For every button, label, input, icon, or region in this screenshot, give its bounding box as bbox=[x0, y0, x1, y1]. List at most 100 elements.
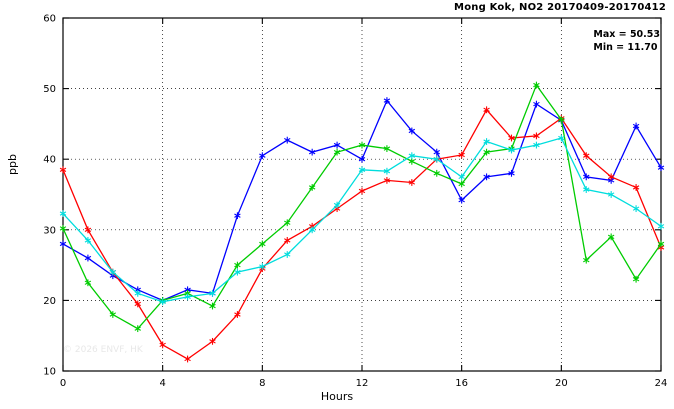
data-point-marker bbox=[607, 233, 615, 241]
data-point-marker bbox=[84, 279, 92, 287]
data-point-marker bbox=[159, 341, 166, 349]
data-point-marker bbox=[308, 184, 316, 191]
data-point-marker bbox=[657, 164, 665, 172]
y-axis-tick-label: 10 bbox=[43, 367, 56, 378]
data-point-marker bbox=[209, 302, 216, 310]
data-point-marker bbox=[333, 148, 341, 156]
data-point-marker bbox=[458, 180, 465, 188]
data-point-marker bbox=[583, 152, 590, 160]
data-point-marker bbox=[632, 205, 640, 213]
data-point-marker bbox=[134, 325, 141, 333]
data-point-marker bbox=[234, 261, 241, 269]
data-point-marker bbox=[632, 184, 640, 191]
data-point-marker bbox=[84, 236, 92, 244]
data-point-marker bbox=[308, 226, 316, 234]
data-point-marker bbox=[109, 311, 117, 318]
x-axis-label: Hours bbox=[320, 390, 354, 403]
data-point-marker bbox=[383, 176, 391, 184]
data-point-marker bbox=[383, 97, 391, 105]
data-point-marker bbox=[209, 337, 216, 345]
data-point-marker bbox=[159, 298, 166, 306]
data-point-marker bbox=[84, 226, 92, 234]
x-axis-tick-label: 0 bbox=[60, 378, 66, 389]
x-axis-tick-label: 8 bbox=[259, 378, 265, 389]
y-axis-tick-label: 50 bbox=[43, 84, 56, 95]
min-value-label: Min = 11.70 bbox=[593, 42, 658, 53]
y-axis-tick-label: 60 bbox=[43, 14, 56, 25]
data-point-marker bbox=[408, 152, 416, 160]
data-point-marker bbox=[483, 173, 490, 181]
data-point-marker bbox=[284, 236, 291, 244]
x-axis-tick-label: 24 bbox=[655, 378, 668, 389]
data-point-marker bbox=[358, 187, 366, 195]
data-point-marker bbox=[383, 145, 391, 153]
data-point-marker bbox=[508, 146, 515, 154]
data-point-marker bbox=[607, 191, 615, 198]
data-point-marker bbox=[284, 136, 291, 144]
data-point-marker bbox=[259, 263, 266, 270]
data-point-marker bbox=[59, 240, 67, 248]
data-point-marker bbox=[583, 256, 590, 264]
data-point-marker bbox=[458, 151, 465, 159]
data-point-marker bbox=[583, 186, 590, 193]
data-point-marker bbox=[284, 219, 291, 227]
data-point-marker bbox=[583, 173, 590, 181]
data-point-marker bbox=[433, 148, 440, 156]
data-point-marker bbox=[84, 254, 92, 262]
data-point-marker bbox=[259, 240, 266, 248]
data-point-marker bbox=[657, 222, 665, 230]
data-point-marker bbox=[134, 300, 141, 308]
data-point-marker bbox=[632, 122, 640, 130]
minmax-annotation: Max = 50.53 Min = 11.70 bbox=[593, 28, 660, 54]
data-point-marker bbox=[533, 100, 540, 108]
data-point-marker bbox=[483, 148, 490, 156]
data-point-marker bbox=[533, 81, 540, 89]
data-point-marker bbox=[408, 127, 416, 135]
data-point-marker bbox=[308, 148, 316, 156]
y-axis-tick-label: 20 bbox=[43, 296, 56, 307]
data-point-marker bbox=[508, 169, 515, 177]
data-point-marker bbox=[358, 166, 366, 174]
data-point-marker bbox=[433, 169, 440, 177]
data-point-marker bbox=[533, 141, 540, 149]
data-point-marker bbox=[59, 224, 67, 232]
y-axis-tick-label: 30 bbox=[43, 225, 56, 236]
y-axis-tick-label: 40 bbox=[43, 155, 56, 166]
data-point-marker bbox=[607, 173, 615, 181]
data-point-marker bbox=[508, 134, 515, 142]
data-point-marker bbox=[333, 141, 341, 149]
data-point-marker bbox=[483, 106, 490, 114]
data-point-marker bbox=[284, 251, 291, 258]
watermark-text: © 2026 ENVF, HK bbox=[63, 345, 143, 355]
data-point-marker bbox=[184, 293, 191, 301]
data-point-marker bbox=[59, 210, 67, 217]
data-point-marker bbox=[533, 132, 540, 140]
data-point-marker bbox=[234, 268, 241, 276]
data-point-marker bbox=[358, 141, 366, 149]
data-point-marker bbox=[259, 152, 266, 160]
chart-title: Mong Kok, NO2 20170409-20170412 bbox=[454, 2, 666, 13]
data-point-marker bbox=[383, 167, 391, 175]
data-point-marker bbox=[109, 268, 117, 276]
x-axis-tick-label: 16 bbox=[455, 378, 468, 389]
data-point-marker bbox=[234, 311, 241, 318]
data-point-marker bbox=[458, 173, 465, 181]
data-point-marker bbox=[134, 289, 141, 297]
data-point-marker bbox=[483, 138, 490, 145]
data-point-marker bbox=[408, 179, 416, 186]
data-point-marker bbox=[558, 116, 565, 124]
data-point-marker bbox=[59, 166, 67, 174]
data-point-marker bbox=[657, 240, 665, 248]
data-point-marker bbox=[632, 275, 640, 283]
x-axis-tick-label: 12 bbox=[356, 378, 369, 389]
data-point-marker bbox=[558, 134, 565, 142]
x-axis-tick-label: 4 bbox=[159, 378, 165, 389]
data-point-marker bbox=[358, 155, 366, 163]
data-point-marker bbox=[333, 201, 341, 209]
x-axis-tick-label: 20 bbox=[555, 378, 568, 389]
data-point-marker bbox=[458, 196, 465, 204]
data-point-marker bbox=[184, 355, 191, 363]
data-point-marker bbox=[433, 155, 440, 163]
